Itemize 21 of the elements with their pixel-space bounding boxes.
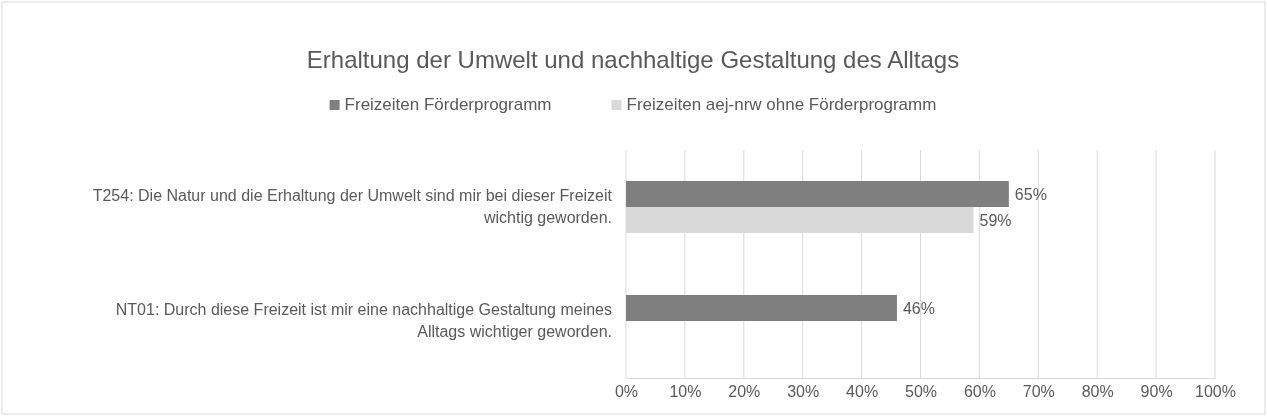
bar — [626, 181, 1009, 207]
data-label: 59% — [979, 212, 1012, 229]
x-tick-label: 70% — [1022, 383, 1055, 401]
x-tick-label: 40% — [846, 383, 879, 401]
x-tick-label: 30% — [787, 383, 820, 401]
legend-label: Freizeiten aej-nrw ohne Förderprogramm — [626, 95, 937, 114]
data-label: 65% — [1014, 186, 1047, 203]
x-tick-label: 50% — [904, 383, 938, 401]
x-tick-label: 90% — [1140, 383, 1173, 401]
y-tick-label: NT01: Durch diese Freizeit ist mir eine nachhaltige Gestaltung meines Alltags wichtiger geworden. — [115, 301, 612, 340]
data-label: 46% — [902, 300, 935, 317]
x-tick-label: 0% — [614, 383, 639, 401]
x-tick-label: 80% — [1081, 383, 1114, 401]
x-tick-label: 60% — [963, 383, 996, 401]
bar — [626, 295, 897, 321]
legend-label: Freizeiten Förderprogramm — [344, 95, 552, 114]
x-tick-label: 10% — [669, 383, 702, 401]
x-tick-label: 20% — [728, 383, 761, 401]
chart-title: Erhaltung der Umwelt und nachhaltige Gestaltung des Alltags — [306, 46, 960, 73]
x-tick-label: 100% — [1195, 383, 1236, 401]
y-tick-label: T254: Die Natur und die Erhaltung der Umwelt sind mir bei dieser Freizeit wichtig geworden. — [92, 187, 613, 226]
